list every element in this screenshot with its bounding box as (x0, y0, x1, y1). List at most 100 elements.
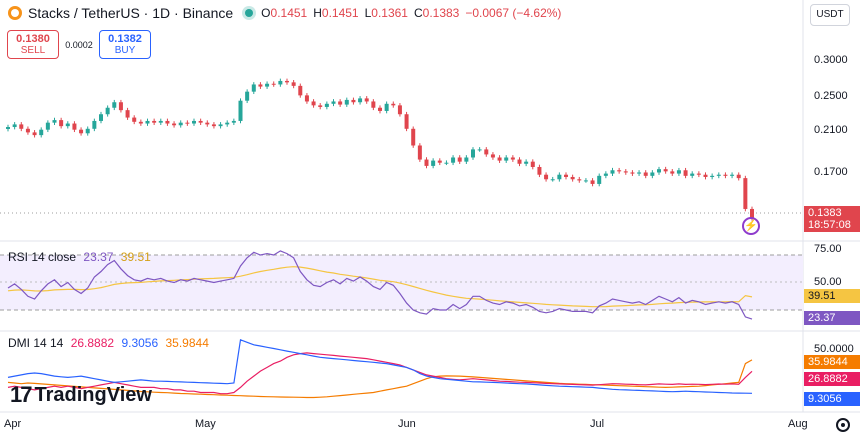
candle-body (570, 176, 575, 180)
minus-di-tag: 9.3056 (804, 392, 860, 406)
ohlc-close: C0.1383 (413, 6, 460, 20)
rsi-line (7, 250, 753, 320)
candle-body (251, 84, 256, 92)
candle-body (304, 95, 309, 102)
x-axis-label: Aug (788, 418, 808, 430)
candle-body (537, 166, 542, 175)
candle-body (99, 114, 103, 121)
candle-body (72, 123, 77, 130)
candle-body (32, 132, 37, 136)
candle-body (577, 179, 582, 181)
adx-tag: 35.9844 (804, 355, 860, 369)
candle-body (391, 103, 396, 106)
candle-body (178, 122, 183, 126)
candle-body (484, 149, 489, 155)
candle-body (225, 122, 230, 125)
candle-body (211, 124, 216, 127)
candle-body (657, 169, 661, 173)
candle-body (670, 171, 675, 174)
candles-group (6, 78, 754, 221)
candle-body (165, 120, 170, 124)
candle-body (730, 174, 735, 176)
candle-body (676, 170, 681, 174)
candle-body (431, 160, 436, 166)
rsi-legend: RSI 14 close 23.37 39.51 (8, 250, 151, 264)
candle-body (736, 174, 741, 179)
candle-body (623, 171, 628, 173)
dmi-group (7, 338, 753, 399)
candle-body (338, 101, 343, 105)
price-axis-label: 0.1700 (814, 166, 848, 178)
candle-body (59, 120, 64, 127)
candle-body (245, 91, 250, 101)
candle-body (451, 157, 456, 163)
candle-body (404, 114, 409, 129)
minus-di-line (7, 338, 753, 394)
candle-body (132, 117, 137, 122)
candle-body (158, 120, 163, 123)
candle-body (92, 120, 97, 129)
candle-body (6, 127, 10, 129)
candle-body (344, 99, 349, 105)
x-axis-label: Jun (398, 418, 416, 430)
candle-body (610, 170, 615, 174)
candle-body (464, 157, 469, 162)
lightning-icon[interactable]: ⚡ (742, 217, 760, 235)
plus-di-tag: 26.8882 (804, 372, 860, 386)
dmi-legend: DMI 14 14 26.8882 9.3056 35.9844 (8, 336, 209, 350)
candle-body (311, 101, 316, 106)
plus-di-line (7, 352, 753, 395)
candle-body (417, 145, 422, 160)
candle-body (371, 101, 376, 108)
candle-body (112, 102, 117, 108)
chart-header: Stacks / TetherUS · 1D · Binance O0.1451… (0, 0, 567, 26)
candle-body (231, 120, 236, 123)
candle-body (557, 174, 562, 180)
rsi-ma-tag: 39.51 (804, 289, 860, 303)
candle-body (517, 159, 522, 164)
candle-body (138, 121, 143, 124)
candle-body (437, 160, 442, 163)
spread-value: 0.0002 (65, 39, 93, 50)
candle-body (331, 101, 336, 104)
buy-button[interactable]: 0.1382 BUY (99, 30, 151, 59)
candle-body (564, 174, 568, 177)
price-axis-label: 0.3000 (814, 54, 848, 66)
candle-body (205, 122, 210, 125)
ohlc-low: L0.1361 (364, 6, 408, 20)
x-axis-label: May (195, 418, 216, 430)
dmi-axis-label: 50.0000 (814, 343, 854, 355)
candle-body (79, 129, 84, 134)
trade-panel: 0.1380 SELL 0.0002 0.1382 BUY (7, 30, 151, 59)
candle-body (378, 107, 382, 111)
candle-body (85, 128, 90, 134)
candle-body (617, 170, 622, 172)
candle-body (497, 157, 502, 161)
candle-body (524, 161, 529, 164)
rsi-axis-label: 50.00 (814, 276, 842, 288)
candle-body (265, 83, 270, 87)
settings-gear-icon[interactable] (836, 418, 850, 432)
candle-body (663, 169, 668, 172)
candle-body (490, 154, 495, 158)
candle-body (637, 172, 642, 174)
symbol-title[interactable]: Stacks / TetherUS · 1D · Binance (28, 5, 234, 21)
candle-body (384, 103, 389, 111)
candle-body (258, 84, 263, 87)
candle-body (504, 157, 509, 161)
candle-body (291, 82, 296, 86)
ohlc-open: O0.1451 (261, 6, 308, 20)
candle-body (318, 105, 323, 107)
candle-body (298, 85, 303, 96)
sell-button[interactable]: 0.1380 SELL (7, 30, 59, 59)
candle-body (690, 173, 695, 176)
candle-body (411, 128, 416, 146)
currency-selector[interactable]: USDT (810, 4, 850, 26)
candle-body (105, 107, 110, 115)
candle-body (351, 99, 356, 103)
candle-body (544, 174, 549, 180)
candle-body (185, 122, 190, 124)
candle-body (477, 149, 482, 151)
candle-body (643, 172, 648, 176)
